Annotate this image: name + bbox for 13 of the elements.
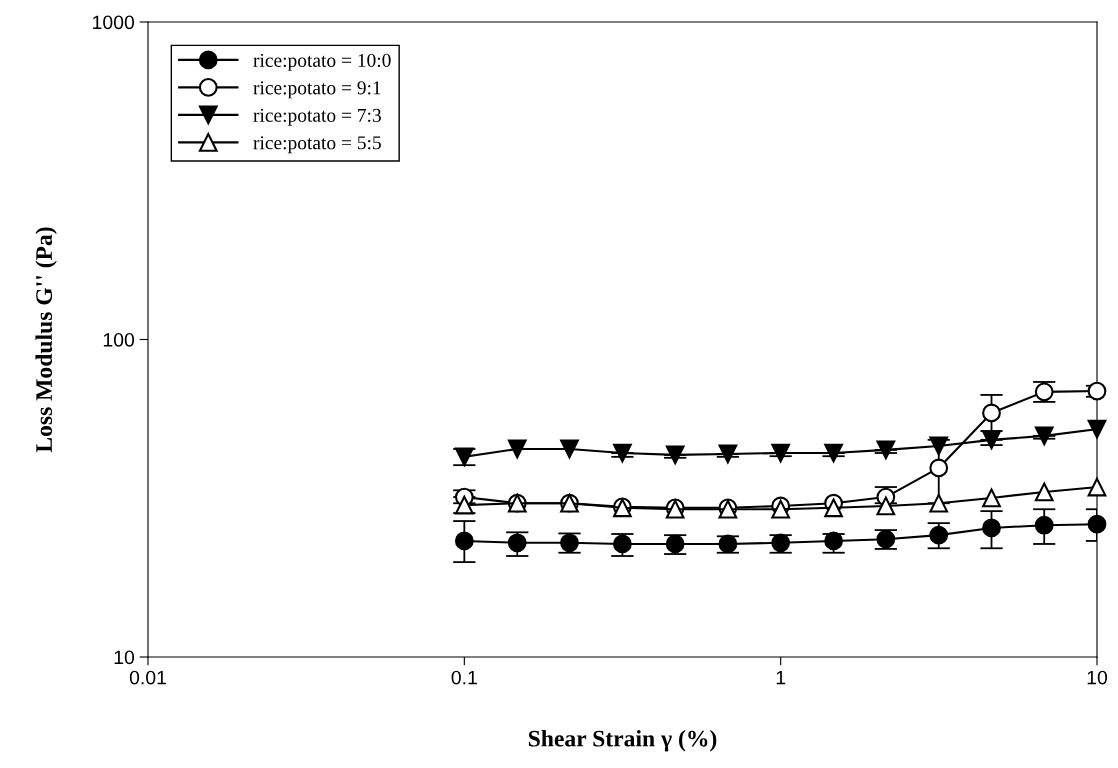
x-tick-label: 10 [1087,670,1108,685]
y-axis-title: Loss Modulus G'' (Pa) [35,227,57,453]
x-tick-label: 0.01 [129,670,166,685]
x-axis-title: Shear Strain γ (%) [528,729,717,752]
x-tick-label: 1 [776,670,786,685]
x-tick-label: 0.1 [451,670,477,685]
legend-label: rice:potato = 7:3 [253,108,381,126]
y-tick-label: 10 [114,650,135,665]
y-tick-label: 1000 [93,15,135,30]
legend-label: rice:potato = 5:5 [253,136,381,154]
legend-label: rice:potato = 10:0 [253,53,391,71]
legend-label: rice:potato = 9:1 [253,81,381,99]
y-tick-label: 100 [103,332,135,347]
